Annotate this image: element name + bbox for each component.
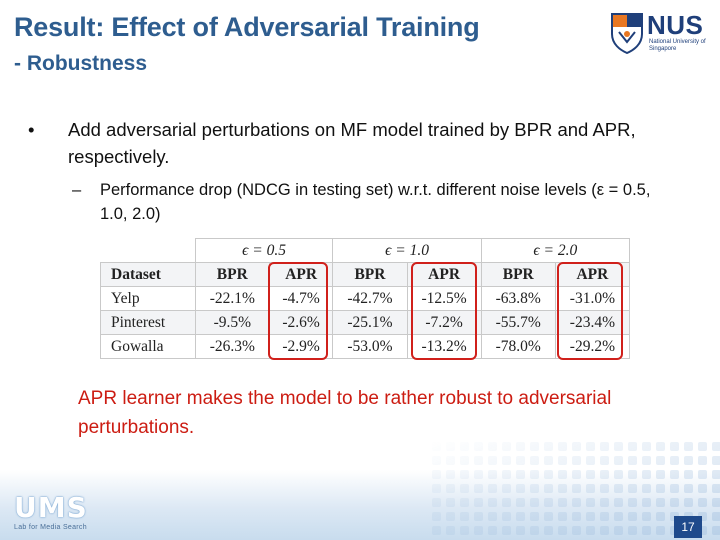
value-cell: -42.7%: [332, 286, 408, 311]
slide-title: Result: Effect of Adversarial Training: [14, 12, 480, 42]
value-cell: -63.8%: [480, 286, 556, 311]
table-row: Pinterest -9.5% -2.6% -25.1% -7.2% -55.7…: [100, 310, 631, 335]
decorative-dot-grid: [430, 440, 720, 540]
value-cell: -9.5%: [194, 310, 270, 335]
sub-bullet-marker: –: [72, 181, 82, 199]
apr-highlight-box: [557, 262, 623, 360]
apr-highlight-box: [268, 262, 328, 360]
ums-logo: UMS Lab for Media Search: [14, 491, 88, 532]
value-cell: -26.3%: [194, 334, 270, 359]
sub-bullet-text: Performance drop (NDCG in testing set) w…: [100, 181, 651, 223]
value-cell: -7.2%: [406, 310, 482, 335]
column-header: BPR: [332, 262, 408, 287]
value-cell: -55.7%: [480, 310, 556, 335]
value-cell: -53.0%: [332, 334, 408, 359]
table-row: Gowalla -26.3% -2.9% -53.0% -13.2% -78.0…: [100, 334, 631, 359]
value-cell: -13.2%: [406, 334, 482, 359]
nus-wordmark: NUS: [647, 10, 704, 40]
epsilon-header: ϵ = 1.0: [332, 238, 482, 263]
nus-tagline: National University of Singapore: [649, 39, 706, 52]
nus-crest-icon: [611, 13, 643, 54]
ums-tagline: Lab for Media Search: [14, 524, 87, 531]
dataset-cell: Gowalla: [100, 334, 196, 359]
column-header: BPR: [480, 262, 556, 287]
conclusion-text: APR learner makes the model to be rather…: [78, 388, 612, 438]
page-number: 17: [674, 516, 702, 538]
value-cell: -23.4%: [554, 310, 631, 335]
epsilon-header: ϵ = 2.0: [480, 238, 631, 263]
value-cell: -78.0%: [480, 334, 556, 359]
column-header: APR: [554, 262, 631, 287]
value-cell: -25.1%: [332, 310, 408, 335]
column-header: BPR: [194, 262, 270, 287]
bullet-text: Add adversarial perturbations on MF mode…: [68, 119, 636, 167]
value-cell: -4.7%: [268, 286, 334, 311]
column-header: APR: [406, 262, 482, 287]
epsilon-corner-cell: [100, 238, 196, 263]
value-cell: -31.0%: [554, 286, 631, 311]
value-cell: -22.1%: [194, 286, 270, 311]
slide-subtitle: - Robustness: [14, 52, 148, 75]
column-header: Dataset: [100, 262, 196, 287]
bullet-marker: •: [28, 119, 35, 140]
nus-logo: NUS National University of Singapore: [610, 10, 710, 60]
dataset-cell: Yelp: [100, 286, 196, 311]
table-row: Yelp -22.1% -4.7% -42.7% -12.5% -63.8% -…: [100, 286, 631, 311]
results-table: ϵ = 0.5 ϵ = 1.0 ϵ = 2.0 Dataset BPR APR …: [100, 238, 631, 359]
column-header-row: Dataset BPR APR BPR APR BPR APR: [100, 262, 631, 287]
apr-highlight-box: [411, 262, 477, 360]
epsilon-header: ϵ = 0.5: [194, 238, 334, 263]
epsilon-header-row: ϵ = 0.5 ϵ = 1.0 ϵ = 2.0: [100, 238, 631, 263]
ums-wordmark: UMS: [14, 491, 88, 524]
dataset-cell: Pinterest: [100, 310, 196, 335]
